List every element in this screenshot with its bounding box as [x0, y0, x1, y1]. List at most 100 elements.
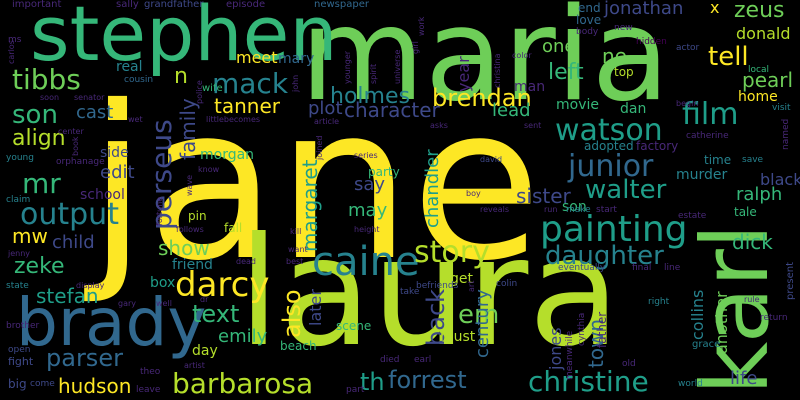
word-n: n [174, 64, 188, 89]
word-newspaper: newspaper [314, 0, 369, 10]
word-day: day [192, 343, 218, 359]
word-rule: rule [744, 295, 760, 304]
word-murder: murder [676, 167, 728, 183]
word-asks: asks [430, 121, 448, 130]
word-th: th [360, 368, 385, 396]
word-body: body [576, 27, 599, 37]
word-em: em [458, 300, 500, 330]
word-align: align [12, 126, 66, 151]
word-end: end [578, 1, 601, 15]
word-parser: parser [46, 344, 123, 372]
word-mary: mary [278, 51, 315, 67]
word-child: child [52, 232, 95, 253]
word-run: run [544, 205, 558, 214]
word-important: important [12, 0, 62, 10]
word-laura: laura [238, 206, 621, 380]
word-john: john [291, 74, 300, 92]
word-sally: sally [116, 0, 139, 10]
word-jones: jones [546, 327, 565, 370]
word-forrest: forrest [388, 366, 467, 394]
word-text: text [192, 300, 240, 328]
word-christine: christine [528, 365, 649, 398]
word-ms: ms [8, 35, 22, 45]
word-fight: fight [8, 355, 34, 368]
word-box: box [150, 275, 176, 291]
word-state: state [6, 281, 29, 291]
word-orphanage: orphanage [56, 157, 105, 167]
word-father: father [595, 311, 609, 348]
word-leave: leave [136, 385, 161, 395]
word-local: local [748, 65, 769, 75]
word-watson: watson [555, 113, 663, 148]
word-must: must [440, 329, 476, 345]
word-get: get [450, 271, 473, 287]
word-article: article [314, 117, 340, 126]
word-son2: son [562, 199, 587, 215]
word-befriends: befriends [416, 281, 459, 291]
word-son: son [12, 100, 58, 130]
word-tibbs: tibbs [12, 63, 81, 96]
word-dick: dick [732, 230, 773, 254]
word-top: top [614, 65, 634, 79]
word-make: make [566, 205, 591, 215]
word-final: final [632, 263, 652, 273]
word-year: year [454, 56, 473, 92]
word-adopted: adopted [584, 139, 634, 153]
word-kill: kill [290, 227, 302, 236]
word-boy: boy [466, 189, 481, 198]
word-center: center [58, 127, 84, 136]
word-want: want [288, 245, 308, 254]
word-say: say [354, 174, 386, 195]
word-joined: joined [315, 135, 324, 160]
word-ne: ne [602, 44, 627, 68]
word-take: take [400, 287, 420, 297]
word-follows: follows [176, 225, 204, 234]
word-beach: beach [280, 339, 317, 353]
word-art: art [467, 280, 476, 292]
word-film: film [682, 97, 739, 132]
word-zeke: zeke [14, 254, 65, 279]
word-christina: christina [493, 53, 502, 88]
word-party: party [368, 165, 400, 179]
word-plot: plot [308, 98, 343, 119]
word-show: show [158, 236, 210, 260]
word-life: life [730, 368, 758, 389]
word-right: right [648, 297, 670, 307]
word-artist: artist [184, 361, 205, 370]
word-movie: movie [556, 97, 599, 113]
word-later: later [306, 289, 325, 326]
word-estate: estate [678, 211, 707, 221]
word-also: also [278, 289, 306, 338]
word-save: save [742, 155, 764, 165]
word-well: well [156, 299, 172, 308]
word-side: side [100, 145, 129, 161]
word-younger: younger [343, 50, 352, 84]
word-brendan: brendan [432, 84, 532, 112]
word-darcy: darcy [175, 265, 270, 305]
word-cynthia: cynthia [577, 312, 587, 346]
word-jenny: jenny [8, 249, 31, 258]
word-collins: collins [688, 289, 707, 340]
word-part: part [346, 385, 365, 395]
word-fall: fall [224, 221, 243, 235]
word-old: old [622, 359, 636, 369]
word-left: left [548, 60, 584, 85]
word-littlebecomes: littlebecomes [206, 115, 261, 124]
word-caine: caine [312, 239, 420, 285]
word-grace: grace [692, 339, 721, 350]
word-open: open [8, 345, 31, 355]
word-named: named [781, 118, 791, 150]
word-home: home [738, 89, 778, 105]
word-start: start [596, 205, 617, 215]
word-universe: universe [393, 49, 402, 84]
word-may: may [348, 200, 388, 221]
word-character: character [344, 98, 440, 122]
word-painting: painting [540, 209, 688, 250]
word-pin: pin [188, 209, 207, 223]
word-brady: brady [16, 284, 207, 361]
word-emily: emily [218, 326, 268, 347]
word-stefan: stefan [36, 284, 99, 308]
word-jonathan: jonathan [604, 0, 684, 19]
word-mw: mw [12, 224, 48, 248]
